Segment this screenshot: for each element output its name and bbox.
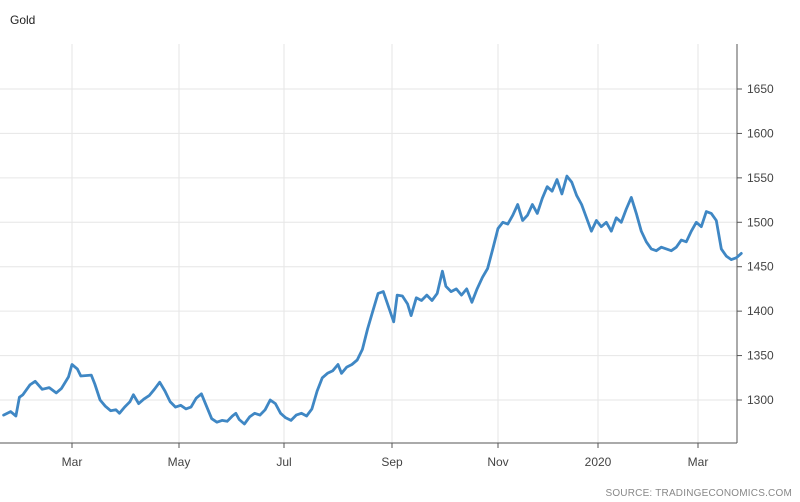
x-tick-label: Mar xyxy=(62,455,83,469)
y-tick-label: 1650 xyxy=(747,82,774,96)
y-tick-label: 1600 xyxy=(747,126,774,140)
y-tick-label: 1450 xyxy=(747,260,774,274)
tick-labels: 1300 1350 1400 1450 1500 1550 1600 1650 Mar May Ju… xyxy=(62,82,774,469)
y-tick-label: 1400 xyxy=(747,304,774,318)
chart-title: Gold xyxy=(10,13,36,27)
axis-layer xyxy=(0,44,742,448)
y-tick-label: 1350 xyxy=(747,349,774,363)
series-line xyxy=(2,174,743,426)
x-tick-label: Nov xyxy=(487,455,508,469)
x-tick-label: Mar xyxy=(688,455,709,469)
series-layer xyxy=(2,174,743,426)
x-tick-label: May xyxy=(168,455,191,469)
grid-layer xyxy=(0,44,737,443)
x-tick-label: Sep xyxy=(381,455,403,469)
y-tick-label: 1500 xyxy=(747,215,774,229)
source-credit: SOURCE: TRADINGECONOMICS.COM xyxy=(605,488,792,499)
y-tick-label: 1300 xyxy=(747,393,774,407)
x-tick-label: 2020 xyxy=(585,455,612,469)
y-tick-label: 1550 xyxy=(747,171,774,185)
x-tick-label: Jul xyxy=(276,455,291,469)
